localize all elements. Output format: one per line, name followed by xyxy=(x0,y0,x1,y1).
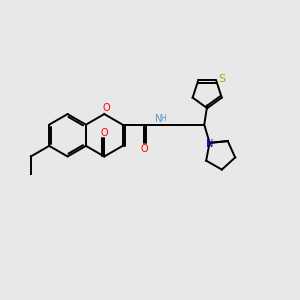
Text: O: O xyxy=(100,128,108,138)
Text: O: O xyxy=(103,103,110,112)
Text: S: S xyxy=(218,74,226,84)
Text: O: O xyxy=(140,144,148,154)
Text: H: H xyxy=(160,114,166,123)
Text: N: N xyxy=(206,139,213,149)
Text: N: N xyxy=(155,114,163,124)
